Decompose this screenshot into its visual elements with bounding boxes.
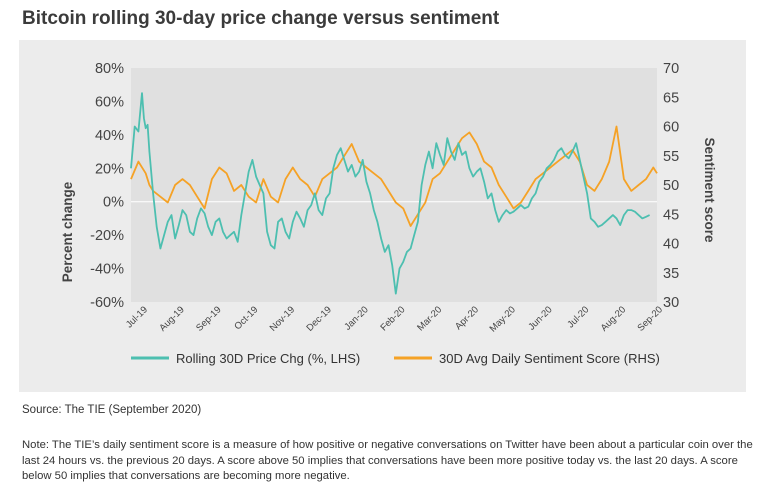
chart-title: Bitcoin rolling 30-day price change vers… xyxy=(22,8,500,29)
right-tick-label: 70 xyxy=(663,61,679,77)
x-tick-label: May-20 xyxy=(488,304,518,334)
right-axis-title: Sentiment score xyxy=(702,137,717,243)
legend-price-label: Rolling 30D Price Chg (%, LHS) xyxy=(176,351,360,366)
right-tick-label: 40 xyxy=(663,237,679,253)
right-tick-label: 30 xyxy=(663,295,679,311)
right-tick-label: 50 xyxy=(663,178,679,194)
right-axis-ticks: 70 65 60 55 50 45 40 35 30 xyxy=(663,61,679,311)
left-tick-label: 80% xyxy=(95,61,124,77)
left-tick-label: 60% xyxy=(95,94,124,110)
left-tick-label: 20% xyxy=(95,161,124,177)
source-text: Source: The TIE (September 2020) xyxy=(22,404,202,416)
x-axis-ticks: Jul-19 Aug-19 Sep-19 Oct-19 Nov-19 Dec-19 Jan-… xyxy=(124,304,665,334)
left-tick-label: -60% xyxy=(90,295,124,311)
sentiment-series-line xyxy=(130,125,658,227)
left-tick-label: -40% xyxy=(90,262,124,278)
right-tick-label: 45 xyxy=(663,207,679,223)
left-tick-label: 40% xyxy=(95,128,124,144)
left-tick-label: -20% xyxy=(90,228,124,244)
left-tick-label: 0% xyxy=(103,195,124,211)
x-tick-label: Jul-19 xyxy=(124,304,150,330)
chart-panel: 80% 60% 40% 20% 0% -20% -40% -60% 70 65 60 55 50 45 4… xyxy=(19,40,746,392)
right-tick-label: 55 xyxy=(663,149,679,165)
x-tick-label: Aug-20 xyxy=(599,304,628,333)
legend-sentiment-label: 30D Avg Daily Sentiment Score (RHS) xyxy=(439,351,660,366)
x-tick-label: Sep-19 xyxy=(194,304,223,333)
left-axis-title: Percent change xyxy=(60,181,75,282)
x-tick-label: Oct-19 xyxy=(232,304,260,332)
x-tick-label: Apr-20 xyxy=(453,304,481,332)
plot-area xyxy=(131,68,657,302)
x-tick-label: Sep-20 xyxy=(636,304,665,333)
right-tick-label: 35 xyxy=(663,266,679,282)
right-tick-label: 60 xyxy=(663,120,679,136)
x-tick-label: Feb-20 xyxy=(378,304,407,333)
x-tick-label: Jan-20 xyxy=(342,304,370,332)
x-tick-label: Aug-19 xyxy=(157,304,186,333)
x-tick-label: Jun-20 xyxy=(526,304,554,332)
price-series-line xyxy=(130,92,650,295)
x-tick-label: Dec-19 xyxy=(304,304,333,333)
x-tick-label: Nov-19 xyxy=(268,304,297,333)
legend: Rolling 30D Price Chg (%, LHS) 30D Avg D… xyxy=(131,351,660,366)
x-tick-label: Jul-20 xyxy=(565,304,591,330)
chart-svg: 80% 60% 40% 20% 0% -20% -40% -60% 70 65 60 55 50 45 4… xyxy=(60,61,717,366)
x-tick-label: Mar-20 xyxy=(415,304,444,333)
note-text: Note: The TIE’s daily sentiment score is… xyxy=(22,439,753,482)
left-axis-ticks: 80% 60% 40% 20% 0% -20% -40% -60% xyxy=(90,61,124,311)
right-tick-label: 65 xyxy=(663,90,679,106)
